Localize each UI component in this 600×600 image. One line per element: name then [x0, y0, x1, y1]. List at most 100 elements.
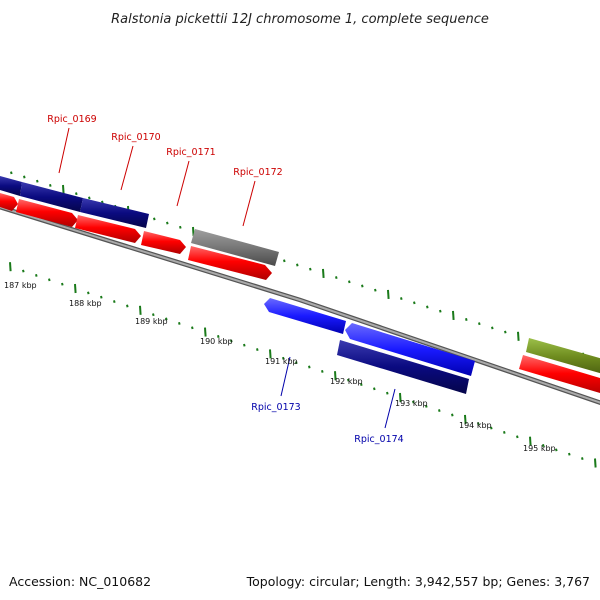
- major-tick: [399, 392, 402, 403]
- major-tick: [334, 371, 337, 381]
- minor-tick: [478, 322, 481, 326]
- minor-tick: [295, 361, 298, 365]
- minor-tick: [412, 400, 415, 404]
- gene-label: Rpic_0171: [166, 147, 215, 158]
- scale-label: 193 kbp: [395, 399, 428, 408]
- gene-label: Rpic_0174: [354, 434, 403, 445]
- major-tick: [594, 458, 597, 468]
- minor-tick: [48, 278, 51, 282]
- minor-tick: [113, 300, 116, 304]
- minor-tick: [555, 448, 558, 452]
- gene-arrow: [337, 340, 469, 394]
- minor-tick: [542, 444, 545, 447]
- scale-labels: 187 kbp 188 kbp 189 kbp 190 kbp 191 kbp …: [4, 281, 556, 453]
- minor-tick: [49, 183, 52, 187]
- scale-label: 195 kbp: [523, 444, 556, 453]
- minor-tick: [348, 280, 351, 284]
- minor-tick: [465, 318, 468, 321]
- major-tick: [74, 283, 77, 294]
- major-tick: [529, 436, 532, 446]
- minor-tick: [568, 452, 571, 456]
- minor-tick: [100, 295, 103, 299]
- scale-label: 187 kbp: [4, 281, 37, 290]
- minor-tick: [309, 267, 312, 271]
- feature-grey: [191, 229, 279, 266]
- minor-tick: [491, 326, 494, 330]
- gene-arrow: [345, 323, 475, 376]
- scale-label: 192 kbp: [330, 377, 363, 386]
- minor-tick: [61, 282, 64, 286]
- inner-tick-track: [9, 262, 597, 468]
- gene-arrow: [141, 231, 186, 254]
- reverse-features: [264, 298, 475, 394]
- minor-tick: [361, 284, 364, 288]
- scale-label: 190 kbp: [200, 337, 233, 346]
- minor-tick: [35, 273, 38, 277]
- outer-tick-track: [10, 171, 598, 363]
- minor-tick: [282, 356, 285, 360]
- feature-olive: [526, 338, 600, 374]
- minor-tick: [438, 409, 441, 413]
- gene-arrow: [264, 298, 346, 334]
- minor-tick: [321, 369, 324, 373]
- minor-tick: [75, 192, 78, 196]
- minor-tick: [360, 383, 363, 386]
- backbone: [0, 204, 600, 405]
- topology-text: Topology: circular; Length: 3,942,557 bp…: [246, 574, 590, 589]
- gene-arrow: [16, 199, 78, 227]
- gene-arrow: [519, 355, 600, 394]
- minor-tick: [126, 304, 129, 308]
- scale-label: 191 kbp: [265, 357, 298, 366]
- minor-tick: [153, 217, 156, 221]
- gene-arrow: [75, 215, 141, 243]
- minor-tick: [400, 297, 403, 301]
- minor-tick: [374, 288, 377, 292]
- forward-features: [0, 176, 600, 394]
- major-tick: [9, 262, 12, 272]
- gene-label: Rpic_0173: [251, 402, 300, 413]
- major-tick: [62, 184, 65, 195]
- minor-tick: [178, 321, 181, 325]
- minor-tick: [10, 171, 13, 175]
- minor-tick: [23, 175, 26, 179]
- minor-tick: [426, 305, 429, 309]
- minor-tick: [87, 291, 90, 295]
- minor-tick: [413, 301, 416, 305]
- minor-tick: [503, 430, 506, 434]
- major-tick: [269, 349, 272, 359]
- gene-arrow: [20, 182, 83, 212]
- minor-tick: [490, 426, 493, 430]
- minor-tick: [283, 259, 286, 263]
- minor-tick: [308, 365, 311, 369]
- major-tick: [139, 305, 142, 315]
- minor-tick: [165, 317, 168, 321]
- minor-tick: [516, 435, 519, 439]
- gene-arrow: [0, 176, 22, 196]
- gene-arrow: [0, 193, 18, 211]
- scale-label: 188 kbp: [69, 299, 102, 308]
- minor-tick: [425, 404, 428, 408]
- minor-tick: [256, 348, 259, 352]
- major-tick: [517, 331, 520, 341]
- gene-label: Rpic_0172: [233, 167, 282, 178]
- major-tick: [204, 327, 207, 337]
- minor-tick: [230, 339, 233, 343]
- minor-tick: [88, 196, 91, 200]
- minor-tick: [477, 422, 480, 426]
- minor-tick: [296, 263, 299, 267]
- minor-tick: [504, 330, 507, 334]
- major-tick: [387, 289, 390, 299]
- minor-tick: [439, 309, 442, 313]
- scale-label: 189 kbp: [135, 317, 168, 326]
- minor-tick: [22, 269, 25, 273]
- gene-arrow: [80, 198, 149, 228]
- major-tick: [452, 310, 455, 320]
- accession-text: Accession: NC_010682: [9, 574, 151, 589]
- gene-labels: Rpic_0169 Rpic_0170 Rpic_0171 Rpic_0172 …: [47, 114, 403, 445]
- major-tick: [322, 268, 325, 278]
- minor-tick: [451, 413, 454, 417]
- minor-tick: [36, 179, 39, 183]
- minor-tick: [243, 343, 246, 347]
- gene-arrow: [188, 246, 272, 280]
